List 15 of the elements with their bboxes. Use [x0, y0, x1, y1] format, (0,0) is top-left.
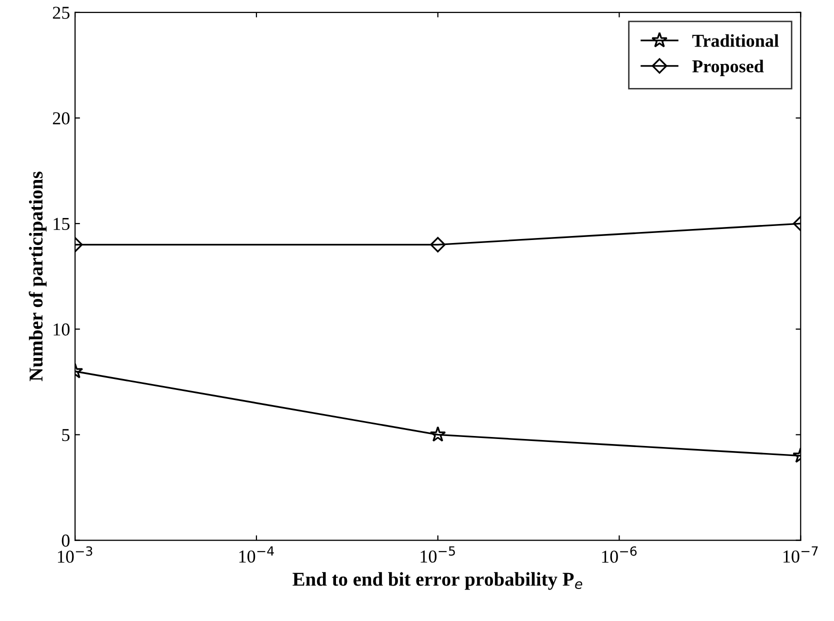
- y-tick-label: 15: [54, 218, 70, 230]
- x-tick-label: 10$^{−4}$: [239, 546, 274, 563]
- legend-label: Traditional: [692, 34, 779, 47]
- x-tick-label: 10$^{−6}$: [602, 546, 637, 563]
- y-tick-label: 25: [52, 6, 70, 19]
- x-tick-label: 10$^{−3}$: [58, 546, 92, 563]
- y-tick-label: 0: [62, 534, 70, 547]
- y-tick-label: 20: [52, 112, 70, 124]
- x-axis-title: End to end bit error probability P$_{e}$: [292, 572, 582, 590]
- y-axis-title: Number of participations: [28, 172, 47, 382]
- legend-label: Proposed: [692, 60, 764, 76]
- y-tick-label: 5: [62, 429, 70, 442]
- x-tick-label: 10$^{−7}$: [784, 546, 818, 563]
- x-tick-label: 10$^{−5}$: [420, 546, 455, 563]
- y-tick-label: 10: [54, 323, 70, 336]
